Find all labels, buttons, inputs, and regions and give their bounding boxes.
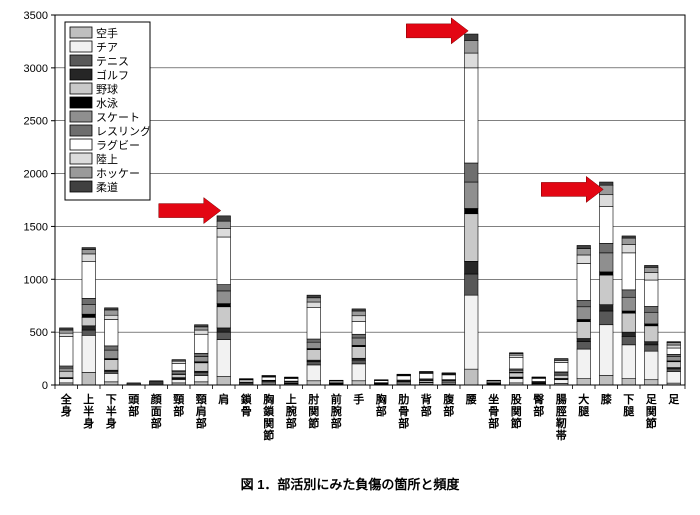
svg-text:部: 部 [398,416,409,430]
svg-text:身: 身 [83,416,94,430]
svg-text:柔道: 柔道 [96,180,118,194]
svg-text:部: 部 [331,416,342,430]
svg-text:骨: 骨 [398,405,409,418]
svg-text:節: 節 [308,416,319,430]
svg-text:身: 身 [61,404,72,418]
svg-text:肩: 肩 [196,404,207,418]
svg-text:上: 上 [286,392,297,406]
svg-text:全: 全 [60,392,73,406]
svg-text:腰: 腰 [465,393,477,406]
svg-text:水泳: 水泳 [96,96,118,110]
svg-text:陸上: 陸上 [96,153,118,166]
svg-text:部: 部 [196,416,207,430]
svg-text:身: 身 [106,416,117,430]
svg-text:腿: 腿 [623,405,635,418]
svg-text:胸: 胸 [263,392,274,406]
svg-text:部: 部 [286,416,297,430]
svg-text:鎖: 鎖 [263,404,275,418]
svg-text:3500: 3500 [24,10,48,22]
svg-text:足: 足 [646,393,658,406]
svg-text:野球: 野球 [96,82,118,96]
svg-text:腿: 腿 [578,405,590,418]
svg-text:帯: 帯 [556,428,567,442]
chart-caption: 図 1．部活別にみた負傷の箇所と頻度 [0,474,700,493]
svg-text:頸: 頸 [196,393,208,406]
svg-text:テニス: テニス [96,56,129,68]
svg-text:骨: 骨 [488,405,499,418]
svg-text:関: 関 [511,405,522,418]
svg-text:ゴルフ: ゴルフ [96,68,129,82]
svg-text:ラグビー: ラグビー [96,138,140,152]
svg-text:3000: 3000 [24,63,48,75]
svg-text:足: 足 [668,393,680,406]
injury-chart: 0500100015002000250030003500全身上半身下半身頭部顔面… [0,0,700,470]
svg-text:顔: 顔 [150,392,163,406]
svg-text:胸: 胸 [376,392,387,406]
svg-text:2000: 2000 [24,169,48,181]
svg-text:空手: 空手 [96,26,118,40]
svg-text:上: 上 [83,392,94,406]
svg-text:部: 部 [151,416,162,430]
svg-text:臀: 臀 [533,392,544,406]
svg-text:レスリング: レスリング [96,124,151,138]
svg-text:0: 0 [42,380,48,392]
svg-text:骨: 骨 [241,405,252,418]
svg-text:靭: 靭 [556,416,567,430]
svg-text:肋: 肋 [398,392,409,406]
svg-text:肩: 肩 [218,392,229,406]
svg-text:節: 節 [263,428,274,442]
svg-text:半: 半 [83,404,94,418]
svg-text:関: 関 [308,405,319,418]
svg-text:腸: 腸 [556,393,567,406]
svg-text:500: 500 [30,327,48,339]
svg-text:部: 部 [443,404,454,418]
svg-text:腕: 腕 [331,404,342,418]
svg-text:部: 部 [421,404,432,418]
svg-text:腹: 腹 [443,392,455,406]
svg-text:節: 節 [511,416,522,430]
svg-text:関: 関 [263,417,274,430]
svg-text:ホッケー: ホッケー [96,167,140,180]
svg-text:背: 背 [421,392,432,406]
svg-text:節: 節 [646,416,657,430]
svg-text:頭: 頭 [128,393,140,406]
svg-text:股: 股 [511,393,523,406]
svg-text:手: 手 [353,392,364,406]
svg-text:スケート: スケート [96,111,140,124]
svg-text:鎖: 鎖 [241,392,253,406]
svg-text:部: 部 [173,404,184,418]
svg-text:腕: 腕 [286,404,297,418]
svg-text:下: 下 [623,393,634,406]
svg-text:大: 大 [578,392,589,406]
svg-text:坐: 坐 [488,392,499,406]
svg-text:チア: チア [96,41,118,54]
svg-text:1000: 1000 [24,274,48,286]
svg-text:1500: 1500 [24,221,48,233]
svg-text:頸: 頸 [173,393,185,406]
svg-text:膝: 膝 [601,392,613,406]
svg-text:面: 面 [151,405,162,418]
svg-text:肘: 肘 [308,392,319,406]
svg-text:前: 前 [331,392,342,406]
svg-text:半: 半 [106,404,117,418]
svg-text:2500: 2500 [24,116,48,128]
svg-text:部: 部 [488,416,499,430]
svg-text:部: 部 [128,404,139,418]
svg-text:下: 下 [106,393,117,406]
svg-text:脛: 脛 [556,405,567,418]
svg-text:部: 部 [376,404,387,418]
svg-text:関: 関 [646,405,657,418]
svg-text:部: 部 [533,404,544,418]
